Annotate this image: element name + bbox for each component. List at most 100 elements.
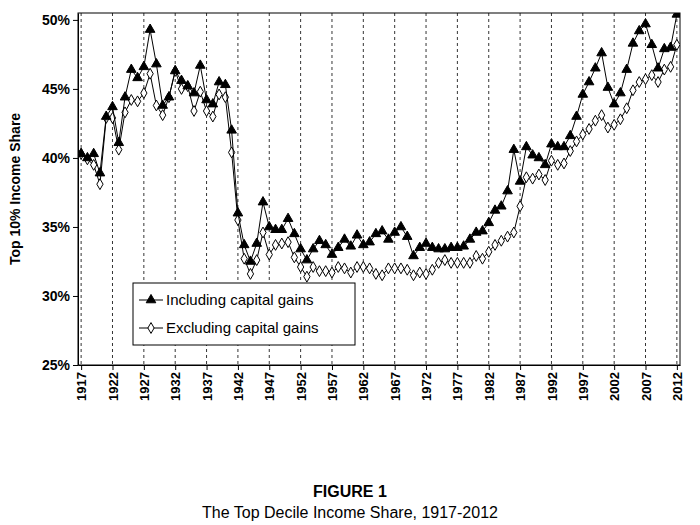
x-tick: 1937 bbox=[200, 365, 215, 401]
x-tick: 1992 bbox=[544, 365, 559, 401]
x-tick: 1977 bbox=[450, 365, 465, 401]
x-tick-label: 1967 bbox=[388, 372, 403, 401]
x-tick-mark bbox=[457, 365, 458, 370]
series-marker bbox=[509, 144, 519, 152]
series-marker bbox=[341, 263, 347, 274]
x-tick: 1947 bbox=[262, 365, 277, 401]
series-marker bbox=[630, 85, 636, 96]
series-marker bbox=[603, 82, 613, 90]
x-tick-mark bbox=[238, 365, 239, 370]
series-marker bbox=[366, 263, 372, 274]
series-marker bbox=[598, 110, 604, 121]
series-marker bbox=[316, 266, 322, 277]
x-tick-label: 1937 bbox=[200, 372, 215, 401]
series-marker bbox=[555, 159, 561, 170]
x-tick-label: 1982 bbox=[482, 372, 497, 401]
series-marker bbox=[170, 65, 180, 73]
x-tick-label: 1917 bbox=[74, 372, 89, 401]
series-marker bbox=[580, 129, 586, 140]
x-tick-mark bbox=[395, 365, 396, 370]
series-marker bbox=[352, 230, 362, 238]
x-tick-label: 1952 bbox=[294, 372, 309, 401]
legend: Including capital gains Excluding capital… bbox=[133, 283, 355, 345]
series-marker bbox=[442, 255, 448, 266]
series-marker bbox=[202, 94, 212, 102]
series-marker bbox=[379, 270, 385, 281]
y-tick-mark bbox=[73, 20, 78, 21]
series-marker bbox=[97, 179, 103, 190]
y-tick: 45% bbox=[42, 81, 78, 97]
x-grid-line bbox=[488, 13, 489, 365]
series-marker bbox=[321, 239, 331, 247]
series-marker bbox=[177, 75, 187, 83]
y-tick: 30% bbox=[42, 288, 78, 304]
series-marker bbox=[158, 100, 168, 108]
x-grid-line bbox=[457, 13, 458, 365]
y-tick-label: 40% bbox=[42, 150, 71, 166]
x-tick-mark bbox=[112, 365, 113, 370]
x-tick: 1922 bbox=[106, 365, 121, 401]
title: FIGURE 1 bbox=[313, 483, 387, 500]
x-tick: 1942 bbox=[231, 365, 246, 401]
y-tick-label: 25% bbox=[42, 357, 71, 373]
subtitle: The Top Decile Income Share, 1917-2012 bbox=[202, 504, 498, 521]
series-marker bbox=[609, 99, 619, 107]
series-marker bbox=[290, 228, 300, 236]
x-tick-mark bbox=[426, 365, 427, 370]
series-marker bbox=[515, 176, 525, 184]
legend-label: Excluding capital gains bbox=[166, 319, 319, 336]
series-marker bbox=[409, 250, 419, 258]
x-tick-label: 1942 bbox=[231, 372, 246, 401]
legend-label: Including capital gains bbox=[166, 291, 314, 308]
series-marker bbox=[617, 114, 623, 125]
x-tick-mark bbox=[175, 365, 176, 370]
series-marker bbox=[221, 79, 231, 87]
x-tick: 1932 bbox=[168, 365, 183, 401]
series-marker bbox=[479, 253, 485, 264]
series-marker bbox=[517, 201, 523, 212]
series-marker bbox=[285, 237, 291, 248]
series-marker bbox=[404, 264, 410, 275]
x-tick-mark bbox=[144, 365, 145, 370]
y-tick-mark bbox=[73, 365, 78, 366]
series-marker bbox=[486, 246, 492, 257]
series-marker bbox=[398, 263, 404, 274]
series-marker bbox=[183, 81, 193, 89]
x-grid-line bbox=[112, 13, 113, 365]
x-tick: 1982 bbox=[482, 365, 497, 401]
y-tick-mark bbox=[73, 158, 78, 159]
x-tick: 1962 bbox=[356, 365, 371, 401]
series-marker bbox=[153, 100, 159, 111]
series-marker bbox=[114, 137, 124, 145]
series-marker bbox=[272, 239, 278, 250]
x-grid-line bbox=[614, 13, 615, 365]
series-marker bbox=[308, 243, 318, 251]
series-marker bbox=[548, 155, 554, 166]
series-marker bbox=[423, 268, 429, 279]
x-axis: 1917192219271932193719421947195219571962… bbox=[74, 365, 685, 401]
x-grid-line bbox=[645, 13, 646, 365]
series-marker bbox=[377, 226, 387, 234]
x-grid-line bbox=[551, 13, 552, 365]
series-line bbox=[81, 45, 677, 277]
series-marker bbox=[252, 238, 262, 246]
series-marker bbox=[647, 39, 657, 47]
series-marker bbox=[141, 88, 147, 99]
y-tick-mark bbox=[73, 227, 78, 228]
chart: 25%30%35%40%45%50%1917192219271932193719… bbox=[0, 0, 700, 525]
x-tick: 1917 bbox=[74, 365, 89, 401]
series-marker bbox=[536, 169, 542, 180]
x-tick-mark bbox=[614, 365, 615, 370]
series-marker bbox=[360, 262, 366, 273]
series-marker bbox=[246, 256, 256, 264]
series-marker bbox=[448, 257, 454, 268]
series-marker bbox=[540, 159, 550, 167]
series-marker bbox=[304, 271, 310, 282]
x-tick-label: 2002 bbox=[607, 372, 622, 401]
series-marker bbox=[636, 77, 642, 88]
series-marker bbox=[396, 221, 406, 229]
x-tick: 2012 bbox=[670, 365, 685, 401]
series-marker bbox=[120, 92, 130, 100]
series-marker bbox=[641, 18, 651, 26]
y-tick-label: 30% bbox=[42, 288, 71, 304]
